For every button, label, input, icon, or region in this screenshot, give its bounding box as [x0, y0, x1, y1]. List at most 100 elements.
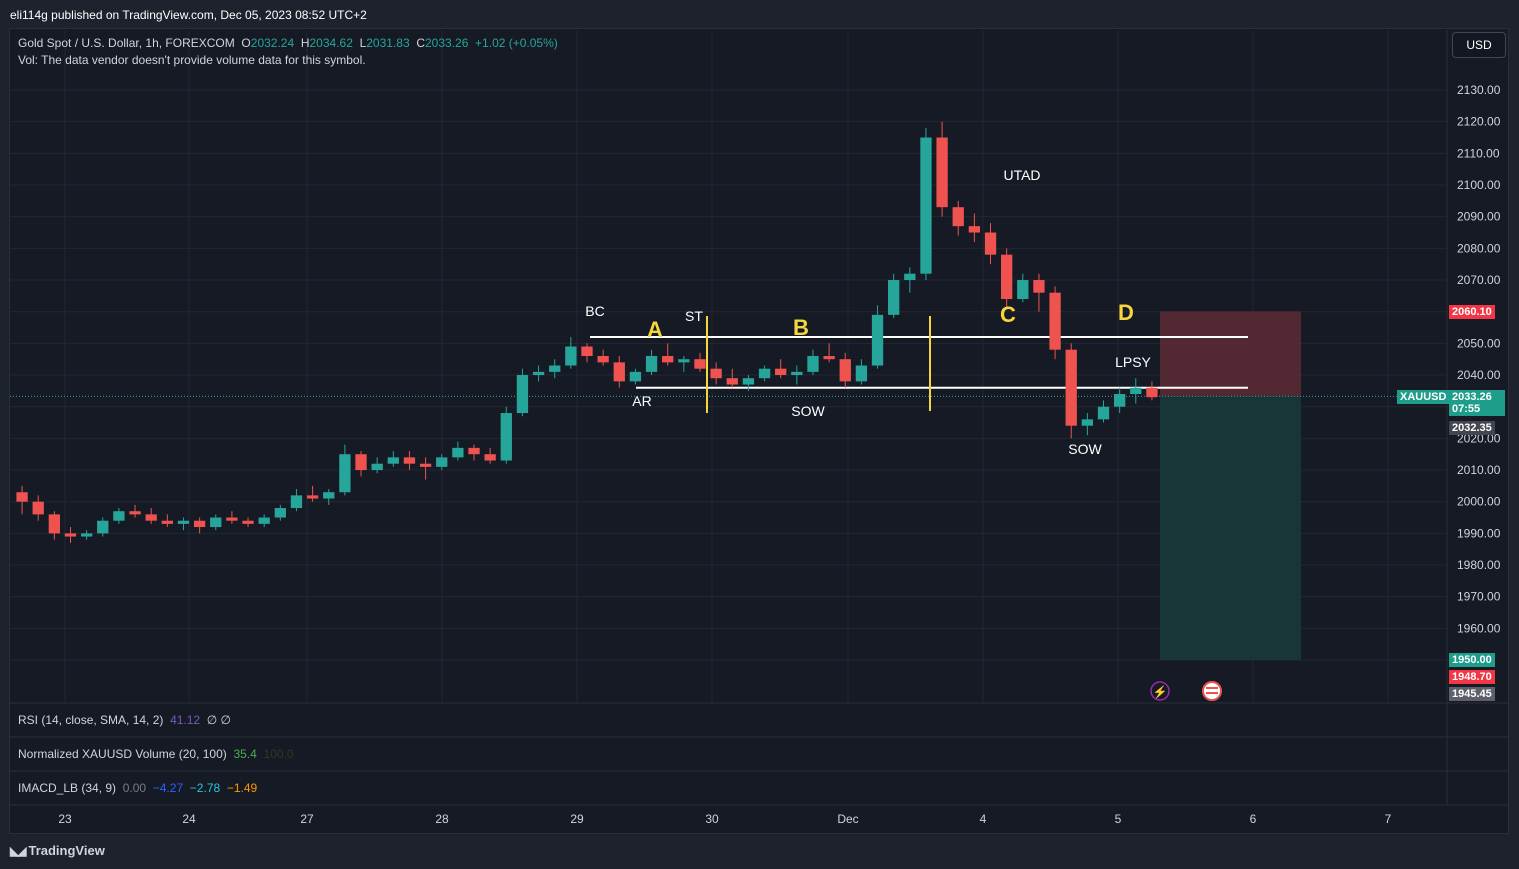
symbol-title: Gold Spot / U.S. Dollar, 1h, FOREXCOM [18, 36, 235, 50]
close-label: C [416, 36, 425, 50]
last-price-tag: 2033.26 07:55 [1449, 390, 1505, 416]
candle-body [80, 533, 93, 537]
imacd-v2: −4.27 [152, 781, 184, 795]
ar-label: AR [632, 393, 651, 409]
candle-body [387, 457, 399, 464]
symbol-tag: XAUUSD [1397, 390, 1450, 404]
price-tick-label: 1960.00 [1457, 621, 1501, 635]
candle-body [710, 368, 722, 379]
range-levels[interactable] [590, 316, 1248, 413]
footer-brand: TradingView [28, 843, 105, 858]
rsi-value: 41.12 [170, 713, 201, 727]
candle-body [532, 371, 545, 376]
candle-body [516, 375, 529, 414]
candle-body [32, 501, 44, 515]
volume-label: Normalized XAUUSD Volume (20, 100) [18, 747, 227, 761]
candle-body [597, 356, 609, 363]
countdown: 07:55 [1452, 403, 1481, 415]
time-tick-label: 7 [1385, 812, 1392, 826]
stop-price-tag: 2060.10 [1449, 305, 1495, 319]
price-tick-label: 1990.00 [1457, 526, 1501, 540]
low-label: L [359, 36, 367, 50]
candle-body [871, 314, 884, 366]
price-tick-label: 1970.00 [1457, 590, 1501, 604]
candle-body [339, 454, 351, 493]
high-value: 2034.62 [309, 36, 353, 50]
sow2-label: SOW [1068, 441, 1102, 457]
candle-body [888, 280, 900, 315]
candle-body [436, 457, 448, 467]
candle-body [694, 359, 706, 369]
imacd-label: IMACD_LB (34, 9) [18, 781, 117, 795]
currency-button[interactable]: USD [1452, 32, 1506, 58]
imacd-v3: −2.78 [189, 781, 221, 795]
lightning-event-icon [1150, 681, 1170, 701]
time-tick-label: 4 [980, 812, 987, 826]
candle-body [775, 368, 787, 376]
flag-stripe [1206, 692, 1218, 694]
lpsy-label: LPSY [1115, 354, 1151, 370]
candle-body [371, 463, 383, 471]
candle-body [565, 346, 577, 366]
price-tick-label: 2070.00 [1457, 273, 1501, 287]
trade-zone[interactable] [10, 311, 1447, 661]
candle-body [968, 226, 981, 233]
target-price-tag: 1950.00 [1449, 653, 1495, 667]
publish-header: eli114g published on TradingView.com, De… [0, 0, 1519, 28]
price-tick-label: 1980.00 [1457, 558, 1501, 572]
candle-body [1130, 387, 1142, 395]
candle-body [629, 371, 642, 382]
candle-body [645, 356, 658, 372]
close-value: 2033.26 [424, 36, 469, 50]
volume-value: 35.4 [233, 747, 257, 761]
candle-body [355, 454, 367, 471]
candle-body [1017, 280, 1029, 300]
candle-body [1049, 292, 1061, 350]
time-tick-label: 29 [570, 812, 584, 826]
price-tick-label: 2130.00 [1457, 83, 1501, 97]
rsi-legend: RSI (14, close, SMA, 14, 2) 41.12 ∅ ∅ [18, 713, 231, 727]
low2-price-tag: 1945.45 [1449, 687, 1495, 701]
candle-body [1113, 394, 1126, 407]
candle-body [161, 520, 173, 524]
time-tick-label: 30 [705, 812, 719, 826]
candle-body [129, 511, 141, 515]
candle-body [1081, 419, 1094, 426]
volume-legend: Normalized XAUUSD Volume (20, 100) 35.4 … [18, 747, 294, 761]
candle-body [452, 447, 464, 458]
open-label: O [241, 36, 251, 50]
candle-body [419, 463, 432, 467]
time-tick-label: 6 [1250, 812, 1257, 826]
price-tick-label: 2000.00 [1457, 495, 1501, 509]
candle-body [323, 492, 335, 499]
lightning-icon: ⚡ [1153, 685, 1168, 699]
candle-body [920, 137, 932, 274]
us-flag-event-icon [1202, 681, 1222, 701]
tradingview-footer[interactable]: ◣◢ TradingView [10, 843, 105, 858]
candle-body [742, 378, 755, 385]
phase-b-label: B [793, 315, 809, 340]
price-tick-label: 2050.00 [1457, 336, 1501, 350]
candle-body [1065, 349, 1077, 426]
time-tick-label: 5 [1115, 812, 1122, 826]
time-tick-label: 24 [182, 812, 196, 826]
time-axis[interactable]: 23 24 27 28 29 30 Dec 4 5 6 7 [58, 812, 1391, 826]
price-tick-label: 2090.00 [1457, 210, 1501, 224]
candle-body [210, 517, 222, 528]
candle-body [242, 520, 254, 524]
stop-loss-zone [1160, 311, 1301, 397]
price-axis[interactable]: 2130.00 2120.00 2110.00 2100.00 2090.00 2080.… [1457, 83, 1501, 635]
time-tick-label: Dec [837, 812, 858, 826]
low1-price-tag: 1948.70 [1449, 670, 1495, 684]
last-price: 2033.26 [1452, 391, 1492, 403]
flag-stripe [1206, 687, 1218, 689]
candle-body [64, 533, 77, 537]
sow1-label: SOW [791, 403, 825, 419]
volume-max: 100.0 [263, 747, 294, 761]
candle-body [791, 371, 803, 376]
st-label: ST [685, 308, 703, 324]
low-value: 2031.83 [366, 36, 410, 50]
candle-body [290, 495, 303, 509]
candle-body [662, 356, 674, 363]
